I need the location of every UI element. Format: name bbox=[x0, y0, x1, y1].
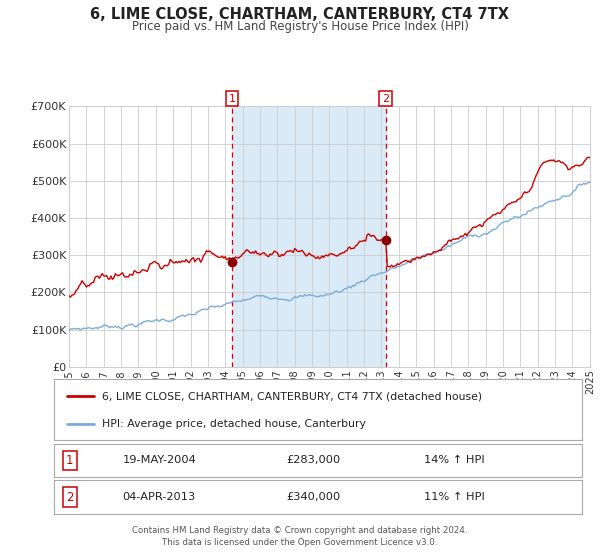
Text: 11% ↑ HPI: 11% ↑ HPI bbox=[424, 492, 484, 502]
Text: Contains HM Land Registry data © Crown copyright and database right 2024.: Contains HM Land Registry data © Crown c… bbox=[132, 526, 468, 535]
Text: £340,000: £340,000 bbox=[286, 492, 341, 502]
Text: 1: 1 bbox=[229, 94, 235, 104]
Text: 04-APR-2013: 04-APR-2013 bbox=[122, 492, 196, 502]
Text: 1: 1 bbox=[66, 454, 74, 467]
Text: 6, LIME CLOSE, CHARTHAM, CANTERBURY, CT4 7TX: 6, LIME CLOSE, CHARTHAM, CANTERBURY, CT4… bbox=[91, 7, 509, 22]
Text: 19-MAY-2004: 19-MAY-2004 bbox=[122, 455, 196, 465]
Text: This data is licensed under the Open Government Licence v3.0.: This data is licensed under the Open Gov… bbox=[163, 538, 437, 547]
Text: 6, LIME CLOSE, CHARTHAM, CANTERBURY, CT4 7TX (detached house): 6, LIME CLOSE, CHARTHAM, CANTERBURY, CT4… bbox=[101, 391, 482, 401]
Text: 2: 2 bbox=[66, 491, 74, 504]
Bar bbox=[232, 106, 386, 367]
Text: £283,000: £283,000 bbox=[286, 455, 341, 465]
Text: 2: 2 bbox=[382, 94, 389, 104]
Text: 14% ↑ HPI: 14% ↑ HPI bbox=[424, 455, 484, 465]
Text: Price paid vs. HM Land Registry's House Price Index (HPI): Price paid vs. HM Land Registry's House … bbox=[131, 20, 469, 33]
Text: HPI: Average price, detached house, Canterbury: HPI: Average price, detached house, Cant… bbox=[101, 419, 365, 430]
